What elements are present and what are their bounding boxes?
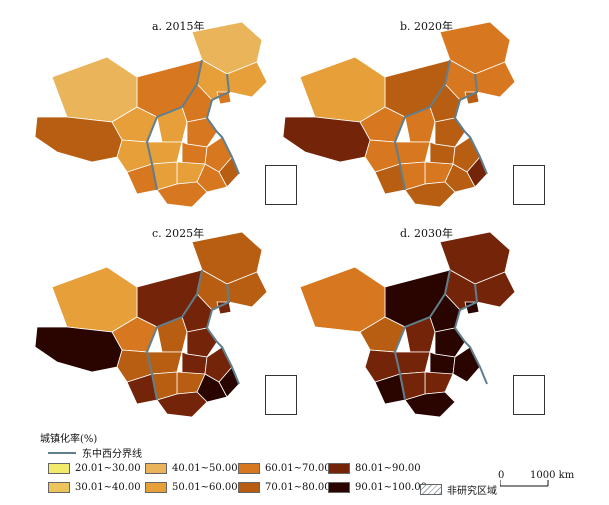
region-boundary-line xyxy=(393,269,451,401)
south-china-sea-inset xyxy=(513,375,545,415)
map-panel-2030: d. 2030年 xyxy=(270,220,570,435)
legend-item: 60.01~70.00 xyxy=(238,463,331,474)
legend-label: 30.01~40.00 xyxy=(75,482,141,493)
legend-item: 50.01~60.00 xyxy=(145,482,238,493)
legend-item: 非研究区域 xyxy=(420,482,497,497)
region-boundary-line xyxy=(205,73,240,175)
map-panel-2025: c. 2025年 xyxy=(22,220,322,435)
legend-label: 40.01~50.00 xyxy=(172,463,238,474)
map-panel-2020: b. 2020年 xyxy=(270,10,570,225)
south-china-sea-inset xyxy=(265,375,297,415)
map-svg xyxy=(282,231,516,418)
province-region xyxy=(34,326,123,373)
province-region xyxy=(186,327,218,358)
scale-zero-label: 0 xyxy=(498,470,505,481)
legend-label: 20.01~30.00 xyxy=(75,463,141,474)
panel-title: b. 2020年 xyxy=(400,20,454,33)
legend-swatch xyxy=(48,463,70,474)
map-panel-2015: a. 2015年 xyxy=(22,10,322,225)
legend-swatch xyxy=(238,482,260,493)
legend-swatch xyxy=(238,463,260,474)
scale-km-label: 1000 km xyxy=(530,470,575,481)
legend-item: 20.01~30.00 xyxy=(48,463,141,474)
province-region xyxy=(156,181,208,208)
legend-item: 70.01~80.00 xyxy=(238,482,331,493)
legend-swatch-hatched xyxy=(420,484,442,495)
panel-title: c. 2025年 xyxy=(152,227,205,240)
south-china-sea-inset xyxy=(265,165,297,205)
province-region xyxy=(404,181,456,208)
province-region xyxy=(434,327,466,358)
legend-swatch xyxy=(328,482,350,493)
region-boundary-line xyxy=(393,59,451,191)
province-region xyxy=(434,117,466,148)
legend-boundary: 东中西分界线 xyxy=(48,445,142,460)
legend-label: 90.01~100.00 xyxy=(355,482,427,493)
panel-title: d. 2030年 xyxy=(400,227,454,240)
legend-swatch xyxy=(145,463,167,474)
scale-bar-graphic xyxy=(499,480,549,487)
map-svg xyxy=(282,21,516,208)
legend-boundary-label: 东中西分界线 xyxy=(82,449,142,460)
legend: 城镇化率(%) 东中西分界线 20.01~30.00 30.01~40.00 4… xyxy=(40,430,600,500)
region-boundary-line xyxy=(453,283,488,385)
map-svg xyxy=(34,231,268,418)
province-region xyxy=(404,391,456,418)
legend-item: 30.01~40.00 xyxy=(48,482,141,493)
legend-swatch xyxy=(328,463,350,474)
province-region xyxy=(34,116,123,163)
legend-label: 60.01~70.00 xyxy=(265,463,331,474)
province-region xyxy=(51,56,138,123)
legend-swatch xyxy=(145,482,167,493)
legend-item: 90.01~100.00 xyxy=(328,482,427,493)
region-boundary-line xyxy=(453,73,488,175)
scale-bar: 0 1000 km xyxy=(498,470,600,495)
province-region xyxy=(51,266,138,333)
region-boundary-line xyxy=(205,283,240,385)
legend-label: 80.01~90.00 xyxy=(355,463,421,474)
legend-label: 非研究区域 xyxy=(447,486,497,497)
boundary-line-swatch xyxy=(48,451,76,454)
legend-label: 50.01~60.00 xyxy=(172,482,238,493)
province-region xyxy=(156,391,208,418)
province-region xyxy=(186,117,218,148)
south-china-sea-inset xyxy=(513,165,545,205)
legend-swatch xyxy=(48,482,70,493)
legend-item: 80.01~90.00 xyxy=(328,463,421,474)
legend-item: 40.01~50.00 xyxy=(145,463,238,474)
region-boundary-line xyxy=(145,269,203,401)
province-region xyxy=(282,326,371,373)
legend-title: 城镇化率(%) xyxy=(40,434,98,445)
region-boundary-line xyxy=(145,59,203,191)
map-svg xyxy=(34,21,268,208)
province-region xyxy=(299,266,386,333)
province-region xyxy=(282,116,371,163)
province-region xyxy=(299,56,386,123)
legend-label: 70.01~80.00 xyxy=(265,482,331,493)
panel-title: a. 2015年 xyxy=(152,20,205,33)
